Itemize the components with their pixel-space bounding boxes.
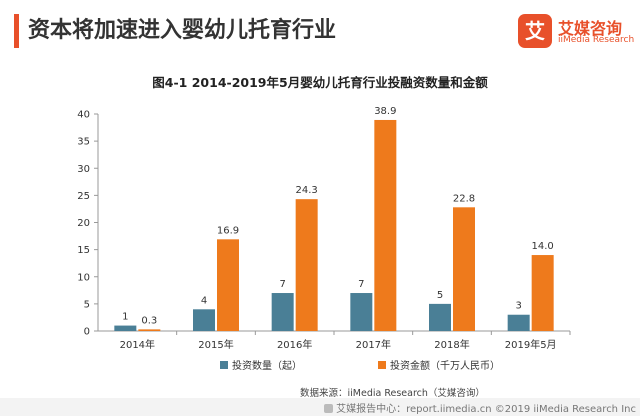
data-label: 24.3 bbox=[296, 185, 318, 196]
y-tick-label: 20 bbox=[77, 218, 90, 229]
x-tick-label: 2019年5月 bbox=[505, 338, 557, 351]
y-tick-label: 25 bbox=[77, 191, 90, 202]
data-label: 0.3 bbox=[141, 315, 157, 326]
x-tick-label: 2018年 bbox=[434, 338, 469, 351]
brand-logo: 艾 艾媒咨询 iiMedia Research bbox=[518, 14, 638, 50]
x-tick-label: 2016年 bbox=[277, 338, 312, 351]
bar-count bbox=[350, 293, 373, 331]
data-label: 5 bbox=[437, 290, 443, 301]
footer-label: 艾媒报告中心：report.iimedia.cn ©2019 iiMedia R… bbox=[336, 404, 636, 415]
footer: 艾媒报告中心：report.iimedia.cn ©2019 iiMedia R… bbox=[0, 398, 640, 416]
bar-count bbox=[429, 303, 451, 331]
legend-swatch-amount bbox=[378, 361, 386, 369]
title-accent-bar bbox=[14, 14, 19, 48]
y-tick-label: 15 bbox=[77, 245, 90, 256]
data-label: 38.9 bbox=[374, 106, 396, 117]
footer-text: 艾媒报告中心：report.iimedia.cn ©2019 iiMedia R… bbox=[324, 400, 636, 415]
data-label: 4 bbox=[201, 295, 207, 306]
data-label: 16.9 bbox=[217, 225, 239, 236]
bar-count bbox=[114, 325, 137, 331]
bar-amount bbox=[453, 207, 475, 331]
bar-amount bbox=[295, 199, 318, 331]
x-tick-label: 2014年 bbox=[120, 338, 155, 351]
bar-count bbox=[271, 293, 294, 331]
data-label: 14.0 bbox=[532, 241, 554, 252]
header: 资本将加速进入婴幼儿托育行业 艾 艾媒咨询 iiMedia Research bbox=[0, 0, 640, 62]
legend-label-amount: 投资金额（千万人民币） bbox=[390, 359, 500, 372]
x-tick-label: 2017年 bbox=[356, 338, 391, 351]
bar-amount bbox=[138, 329, 161, 331]
bar-amount bbox=[217, 239, 239, 331]
x-tick-label: 2015年 bbox=[198, 338, 233, 351]
bar-count bbox=[193, 309, 215, 331]
y-tick-label: 35 bbox=[77, 137, 90, 148]
y-tick-label: 10 bbox=[77, 272, 90, 283]
report-icon bbox=[324, 404, 334, 413]
logo-name-cn: 艾媒咨询 bbox=[558, 19, 623, 38]
legend-label-count: 投资数量（起） bbox=[232, 359, 302, 372]
legend-swatch-count bbox=[220, 361, 228, 369]
y-tick-label: 5 bbox=[84, 299, 90, 310]
y-tick-label: 30 bbox=[77, 164, 90, 175]
data-label: 7 bbox=[358, 279, 364, 290]
bar-amount bbox=[374, 119, 397, 331]
page-title: 资本将加速进入婴幼儿托育行业 bbox=[28, 18, 337, 43]
y-tick-label: 40 bbox=[77, 110, 90, 121]
bar-amount bbox=[531, 255, 554, 331]
y-tick-label: 0 bbox=[84, 327, 90, 338]
logo-name-en: iiMedia Research bbox=[558, 35, 635, 45]
logo-mark-icon: 艾 bbox=[518, 14, 552, 48]
data-label: 7 bbox=[279, 279, 285, 290]
data-label: 3 bbox=[515, 301, 521, 312]
data-source: 数据来源：iiMedia Research（艾媒咨询） bbox=[300, 388, 485, 399]
chart-title: 图4-1 2014-2019年5月婴幼儿托育行业投融资数量和金额 bbox=[152, 75, 488, 90]
data-label: 22.8 bbox=[453, 193, 475, 204]
bar-count bbox=[507, 314, 530, 331]
data-label: 1 bbox=[122, 312, 128, 323]
